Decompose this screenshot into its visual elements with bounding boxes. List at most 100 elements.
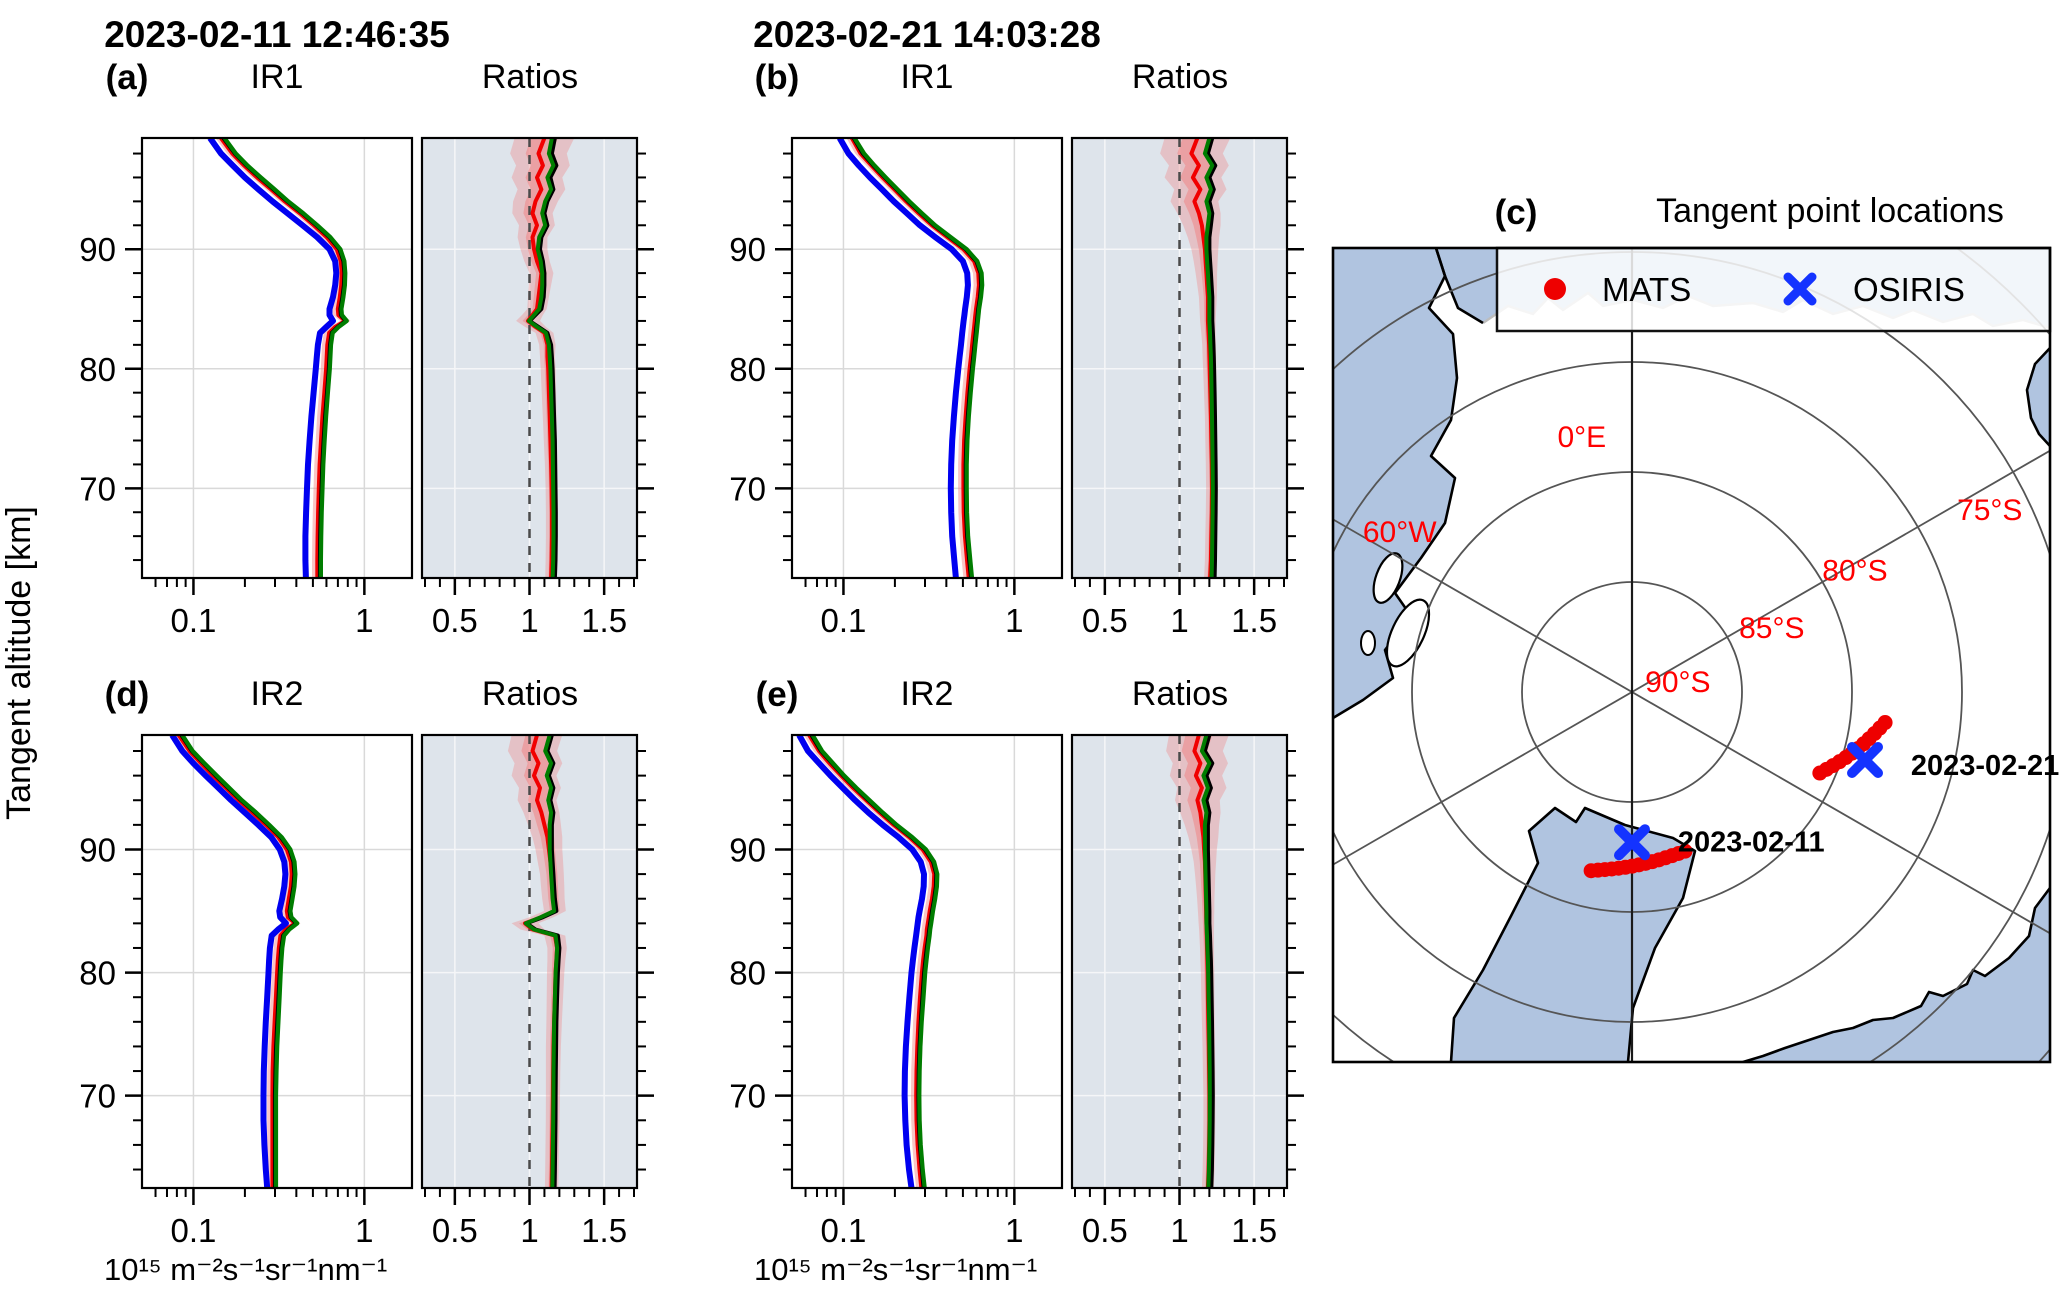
graticule-label: 90°S <box>1645 666 1710 699</box>
radiance-curves <box>169 735 301 1188</box>
x-tick-label: 0.1 <box>171 602 217 639</box>
x-tick-label: 0.1 <box>821 1212 867 1249</box>
green-ratio-line <box>523 735 560 1188</box>
panel-b-ratios-title: Ratios <box>1132 58 1228 96</box>
x-tick-label: 1 <box>355 602 373 639</box>
x-tick-label: 0.5 <box>432 1212 478 1249</box>
mats-track-dot <box>1677 843 1693 859</box>
x-tick-label: 1 <box>1005 602 1023 639</box>
ratio-curves <box>510 138 575 578</box>
panel-e-ratios-title: Ratios <box>1132 675 1228 713</box>
radiance-frame <box>790 136 1064 580</box>
y-tick-label: 70 <box>79 470 116 507</box>
x-tick-label: 0.5 <box>432 602 478 639</box>
island <box>1385 598 1431 668</box>
panel-d-channel-title: IR2 <box>251 675 304 713</box>
graticule-label: 0°E <box>1557 421 1606 454</box>
y-tick-label: 80 <box>729 955 766 992</box>
radiance-frame <box>140 136 414 580</box>
ratio-uncertainty-band-outer <box>510 138 575 578</box>
radiance-curves <box>796 735 940 1188</box>
y-tick-label: 80 <box>79 955 116 992</box>
green-ratio-line <box>1202 138 1215 578</box>
panel-c-label: (c) <box>1495 193 1538 232</box>
radiance-plot-area <box>142 138 412 578</box>
legend-mats-label: MATS <box>1602 271 1691 308</box>
ocean-bottom-right <box>1743 888 2050 1062</box>
black-ratio-line <box>1205 138 1218 578</box>
mats-track-dot <box>1877 715 1893 731</box>
x-tick-label: 1 <box>1170 1212 1188 1249</box>
green-profile-line <box>180 735 300 1188</box>
y-tick-label: 80 <box>79 351 116 388</box>
track-2023-02-11 <box>1583 824 1693 879</box>
panel-b-channel-title: IR1 <box>901 58 954 96</box>
radiance-frame <box>140 733 414 1190</box>
track-2023-02-21 <box>1812 715 1893 781</box>
island <box>1372 552 1404 604</box>
x-tick-label: 1 <box>355 1212 373 1249</box>
uncertainty-band <box>215 138 351 578</box>
ratio-uncertainty-band-inner <box>522 138 558 578</box>
radiance-plot-area <box>792 138 1062 578</box>
track-date-label: 2023-02-21 <box>1911 750 2059 782</box>
panel-b-label: (b) <box>755 58 800 97</box>
y-tick-label: 90 <box>729 231 766 268</box>
ratio-curves <box>1160 138 1231 578</box>
green-profile-line <box>810 735 940 1188</box>
y-tick-label: 90 <box>79 831 116 868</box>
panel-e-label: (e) <box>756 675 799 714</box>
map-title: Tangent point locations <box>1656 192 2004 230</box>
x-tick-label: 1 <box>1170 602 1188 639</box>
radiance-curves <box>207 138 351 578</box>
panel-e-channel-title: IR2 <box>901 675 954 713</box>
legend-osiris-label: OSIRIS <box>1853 271 1965 308</box>
panel-a-ratios-title: Ratios <box>482 58 578 96</box>
blue-profile-line <box>207 138 340 578</box>
date-title-right: 2023-02-21 14:03:28 <box>753 14 1101 55</box>
x-tick-label: 0.1 <box>171 1212 217 1249</box>
osiris-x-marker <box>1847 742 1884 779</box>
graticule-label: 80°S <box>1822 554 1887 587</box>
green-ratio-line <box>1199 735 1212 1188</box>
x-tick-label: 1.5 <box>1231 602 1277 639</box>
legend-osiris-marker <box>1783 272 1817 306</box>
map-legend-box <box>1495 246 2052 333</box>
dynamic-text-layer: 2023-02-11 2023-02-21 0°E 60°W 75°S 80°S 85°S 9… <box>1363 421 2059 859</box>
panel-d: 0.1 1 70 80 90 0.5 1 1.5 <box>79 733 654 1249</box>
radiance-curves <box>836 138 985 578</box>
blue-profile-line <box>836 138 971 578</box>
x-tick-label: 1 <box>520 602 538 639</box>
x-tick-label: 1 <box>520 1212 538 1249</box>
blue-profile-line <box>796 735 927 1188</box>
osiris-x-marker <box>1613 824 1650 861</box>
x-tick-label: 1.5 <box>581 1212 627 1249</box>
ocean-weddell <box>1333 248 1457 718</box>
panel-d-label: (d) <box>105 675 150 714</box>
text-layer: 2023-02-11 12:46:35 2023-02-21 14:03:28 … <box>0 14 2059 1287</box>
graticule-label: 85°S <box>1739 612 1804 645</box>
x-unit-label-right: 10¹⁵ m⁻²s⁻¹sr⁻¹nm⁻¹ <box>754 1252 1037 1287</box>
graticule-label: 75°S <box>1957 494 2022 527</box>
y-tick-label: 70 <box>79 1078 116 1115</box>
y-tick-label: 80 <box>729 351 766 388</box>
x-tick-label: 1.5 <box>581 602 627 639</box>
ratio-curves <box>1166 735 1229 1188</box>
green-ratio-line <box>526 138 556 578</box>
panel-b: 0.1 1 70 80 90 0.5 1 1.5 <box>729 136 1304 639</box>
green-profile-line <box>852 138 985 578</box>
panel-a-label: (a) <box>106 58 149 97</box>
render-layer: 0.1 1 70 80 90 0.5 1 1.5 0.1 1 70 80 90 0.5 1 1.5 0.1 1 70… <box>79 136 2052 1249</box>
panel-a: 0.1 1 70 80 90 0.5 1 1.5 <box>79 136 654 639</box>
radiance-frame <box>790 733 1064 1190</box>
y-tick-label: 90 <box>729 831 766 868</box>
map-content <box>1333 248 2050 1062</box>
island <box>1360 630 1376 656</box>
y-axis-label: Tangent altitude [km] <box>0 506 38 820</box>
legend-mats-marker <box>1544 278 1566 300</box>
coastline-right-bay <box>2025 347 2050 447</box>
x-unit-label-left: 10¹⁵ m⁻²s⁻¹sr⁻¹nm⁻¹ <box>104 1252 387 1287</box>
track-date-label: 2023-02-11 <box>1678 826 1825 858</box>
